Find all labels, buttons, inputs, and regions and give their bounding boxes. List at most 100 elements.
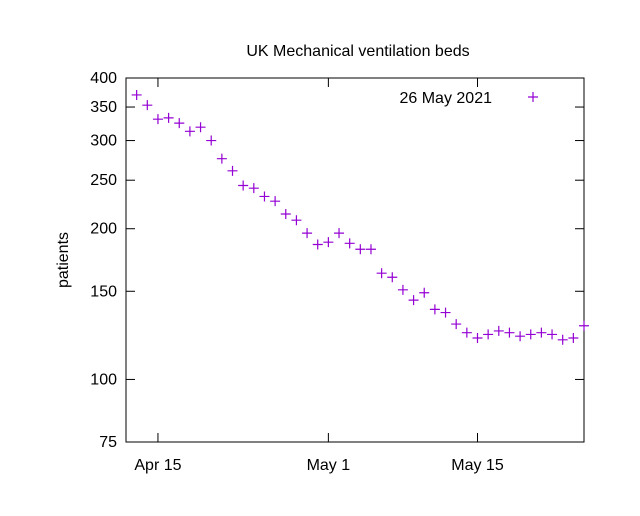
plot-frame: [125, 77, 585, 443]
plus-marker: [419, 287, 430, 298]
data-point: [472, 332, 483, 343]
data-point: [387, 272, 398, 283]
y-tick-label: 400: [90, 70, 117, 87]
x-tick-label: May 1: [307, 457, 351, 474]
data-point: [440, 307, 451, 318]
plus-marker: [504, 327, 515, 338]
plus-marker: [536, 327, 547, 338]
data-point: [365, 244, 376, 255]
plus-marker: [248, 183, 259, 194]
plus-marker: [280, 209, 291, 220]
plus-marker: [528, 92, 538, 102]
legend-marker: [528, 92, 538, 102]
plus-marker: [206, 135, 217, 146]
plus-marker: [323, 237, 334, 248]
data-point: [291, 215, 302, 226]
data-point: [152, 114, 163, 125]
data-point: [163, 112, 174, 123]
plus-marker: [429, 304, 440, 315]
data-point: [568, 332, 579, 343]
data-point: [536, 327, 547, 338]
data-point: [270, 196, 281, 207]
data-point: [504, 327, 515, 338]
data-point: [131, 89, 142, 100]
plus-marker: [195, 122, 206, 133]
plus-marker: [472, 332, 483, 343]
plus-marker: [259, 191, 270, 202]
plus-marker: [547, 329, 558, 340]
data-point: [344, 238, 355, 249]
plus-marker: [568, 332, 579, 343]
plus-marker: [365, 244, 376, 255]
data-point: [259, 191, 270, 202]
y-axis-label: patients: [55, 232, 72, 288]
plus-marker: [525, 329, 536, 340]
plus-marker: [493, 325, 504, 336]
data-point: [493, 325, 504, 336]
plus-marker: [334, 228, 345, 239]
data-point: [216, 153, 227, 164]
plus-marker: [440, 307, 451, 318]
plus-marker: [152, 114, 163, 125]
data-point: [515, 331, 526, 342]
plus-marker: [451, 319, 462, 330]
y-tick-label: 250: [90, 172, 117, 189]
data-point: [557, 334, 568, 345]
data-point: [174, 118, 185, 129]
y-tick-label: 200: [90, 221, 117, 238]
plus-marker: [515, 331, 526, 342]
plus-marker: [461, 327, 472, 338]
plus-marker: [174, 118, 185, 129]
y-tick-label: 150: [90, 283, 117, 300]
data-point: [461, 327, 472, 338]
plus-marker: [302, 228, 313, 239]
plus-marker: [397, 284, 408, 295]
data-point: [280, 209, 291, 220]
plus-marker: [142, 100, 153, 111]
data-point: [408, 295, 419, 306]
data-point: [238, 180, 249, 191]
plus-marker: [163, 112, 174, 123]
data-point: [334, 228, 345, 239]
data-point: [184, 126, 195, 137]
plus-marker: [387, 272, 398, 283]
data-point: [525, 329, 536, 340]
data-point: [355, 244, 366, 255]
plus-marker: [579, 320, 589, 331]
data-point: [323, 237, 334, 248]
data-point: [451, 319, 462, 330]
legend-label: 26 May 2021: [399, 90, 492, 107]
y-tick-label: 75: [99, 434, 117, 451]
data-point: [483, 329, 494, 340]
data-point: [142, 100, 153, 111]
plus-marker: [216, 153, 227, 164]
plus-marker: [355, 244, 366, 255]
data-point: [302, 228, 313, 239]
data-point: [579, 320, 589, 331]
data-point: [419, 287, 430, 298]
data-point: [227, 165, 238, 176]
plus-marker: [227, 165, 238, 176]
plus-marker: [376, 268, 387, 279]
plus-marker: [131, 89, 142, 100]
y-tick-label: 350: [90, 99, 117, 116]
plus-marker: [312, 239, 323, 250]
plus-marker: [238, 180, 249, 191]
data-point: [248, 183, 259, 194]
data-point: [195, 122, 206, 133]
data-point: [312, 239, 323, 250]
chart-title: UK Mechanical ventilation beds: [246, 43, 469, 60]
plus-marker: [270, 196, 281, 207]
y-tick-label: 100: [90, 371, 117, 388]
plus-marker: [408, 295, 419, 306]
data-point: [397, 284, 408, 295]
data-point: [206, 135, 217, 146]
x-tick-label: May 15: [451, 457, 504, 474]
data-point: [429, 304, 440, 315]
plus-marker: [184, 126, 195, 137]
y-tick-label: 300: [90, 133, 117, 150]
data-point: [547, 329, 558, 340]
data-point: [376, 268, 387, 279]
plus-marker: [291, 215, 302, 226]
